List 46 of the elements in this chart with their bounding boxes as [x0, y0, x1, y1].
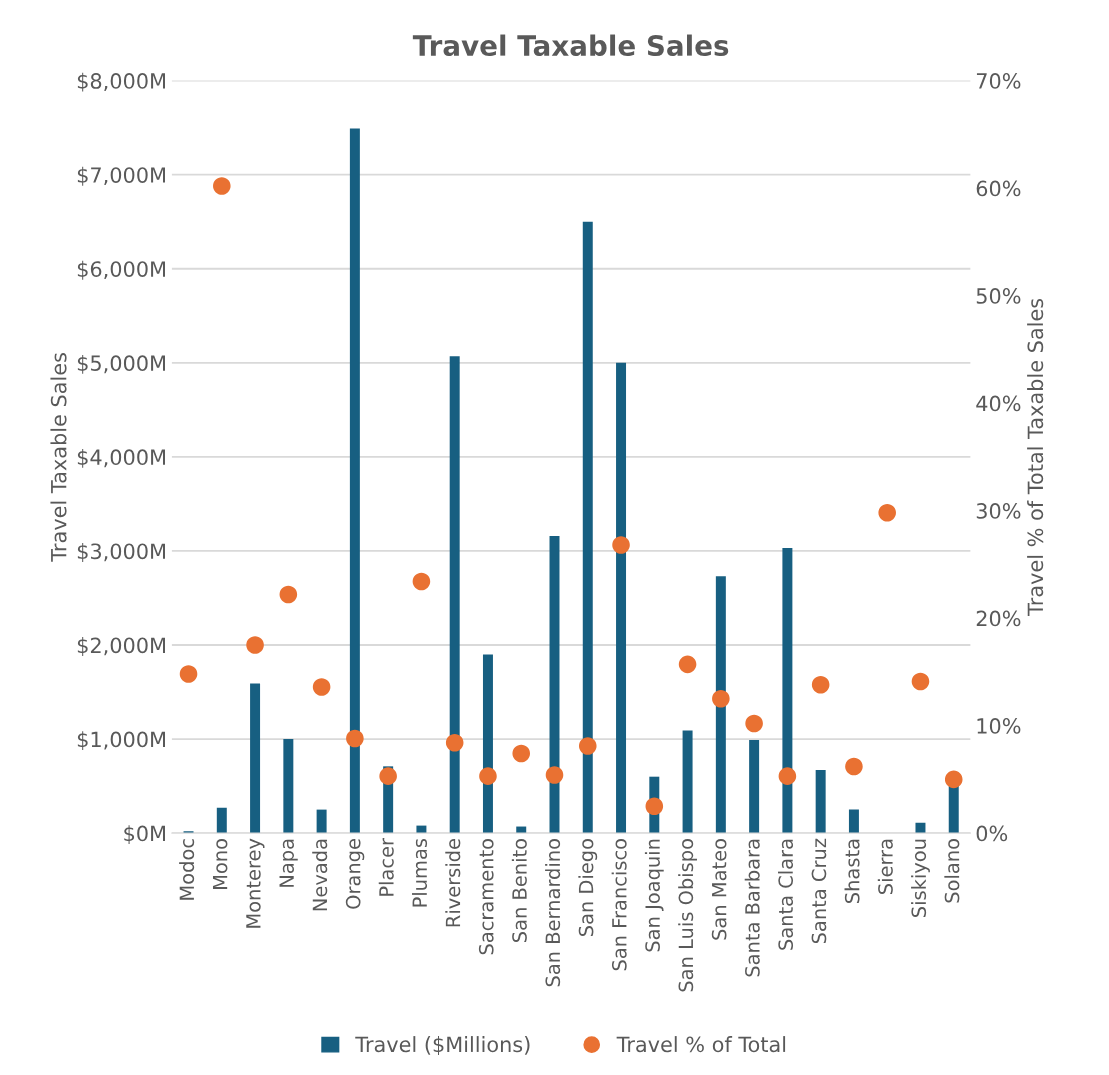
- x-tick-label: Santa Clara: [777, 839, 794, 950]
- x-tick-label: Monterey: [246, 838, 265, 928]
- x-tick-label: Santa Barbara: [744, 839, 760, 977]
- x-tick-label: Sierra: [877, 839, 893, 894]
- chart-title: Travel Taxable Sales: [412, 34, 729, 57]
- y-tick-label: $8,000M: [77, 72, 165, 92]
- x-tick-label: Placer: [378, 837, 394, 896]
- legend-label: Travel ($Millions): [355, 1036, 530, 1055]
- y-tick-label: $3,000M: [77, 543, 165, 562]
- y-tick-label: $6,000M: [77, 260, 165, 280]
- y2-tick-label: 0%: [976, 825, 1008, 842]
- x-tick-label: Plumas: [412, 838, 428, 907]
- y-tick-label: $4,000M: [77, 448, 165, 468]
- x-tick-label: San Bernardino: [545, 839, 561, 987]
- x-tick-label: Siskiyou: [911, 839, 930, 917]
- x-tick-label: San Francisco: [611, 839, 627, 971]
- x-tick-label: Napa: [279, 839, 298, 887]
- y-tick-label: $7,000M: [77, 166, 165, 186]
- y-tick-label: $1,000M: [77, 731, 165, 751]
- y-axis-title: Travel Taxable Sales: [50, 353, 67, 562]
- x-tick-label: San Luis Obispo: [678, 839, 697, 992]
- y2-tick-label: 30%: [976, 503, 1021, 519]
- y2-tick-label: 70%: [976, 73, 1021, 89]
- y-tick-label: $2,000M: [77, 637, 165, 656]
- x-tick-label: Sacramento: [478, 839, 494, 955]
- x-tick-label: San Diego: [578, 839, 598, 937]
- x-tick-label: San Benito: [511, 839, 527, 943]
- y-tick-label: $0M: [124, 825, 165, 845]
- y2-axis-title: Travel % of Total Taxable Sales: [1027, 298, 1044, 616]
- y2-tick-label: 10%: [977, 718, 1021, 734]
- y2-tick-label: 20%: [976, 610, 1021, 627]
- x-tick-label: Shasta: [844, 839, 860, 903]
- x-tick-label: Nevada: [312, 839, 328, 911]
- y2-tick-label: 40%: [976, 395, 1021, 412]
- x-tick-label: San Mateo: [711, 839, 727, 940]
- x-tick-label: Santa Cruz: [811, 838, 827, 944]
- x-tick-label: Modoc: [179, 839, 195, 900]
- x-tick-label: Solano: [944, 839, 960, 903]
- x-tick-label: Riverside: [445, 839, 461, 927]
- y2-tick-label: 60%: [976, 180, 1021, 197]
- y2-tick-label: 50%: [976, 288, 1021, 304]
- legend-label: Travel % of Total: [616, 1036, 786, 1053]
- x-tick-label: Orange: [345, 839, 365, 909]
- x-tick-label: San Joaquin: [644, 839, 664, 952]
- x-tick-label: Mono: [212, 839, 228, 889]
- y-tick-label: $5,000M: [77, 354, 165, 374]
